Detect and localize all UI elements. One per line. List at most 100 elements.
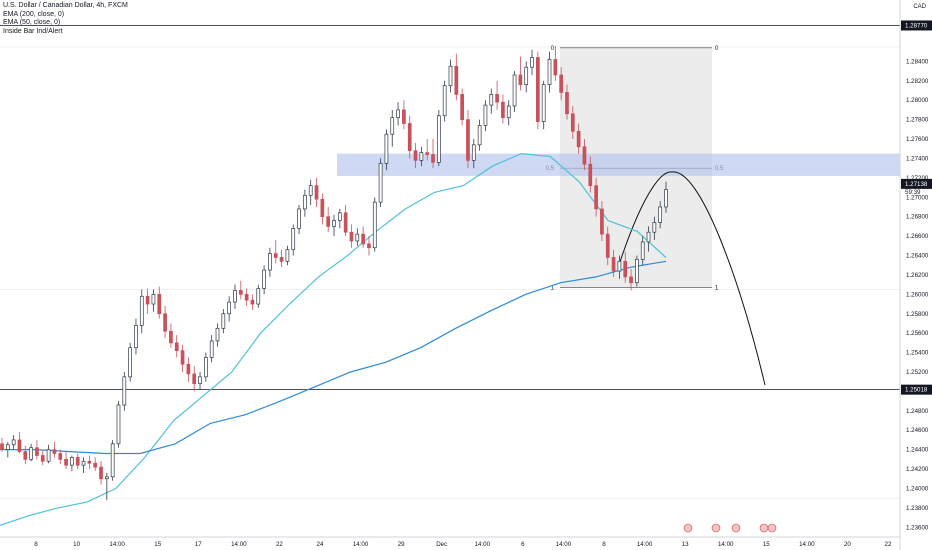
price-tick-2: 1.28000 bbox=[906, 97, 929, 104]
candle-97 bbox=[565, 84, 569, 120]
price-tick-22: 1.23800 bbox=[906, 505, 929, 512]
candle-body-45 bbox=[262, 269, 266, 289]
price-tick-5: 1.27400 bbox=[906, 155, 929, 162]
candle-body-111 bbox=[646, 231, 651, 243]
candle-1 bbox=[5, 441, 10, 458]
candle-body-33 bbox=[192, 373, 197, 384]
candle-66 bbox=[384, 129, 389, 171]
price-label-bg-2 bbox=[901, 384, 932, 395]
candle-body-22 bbox=[128, 347, 132, 378]
candle-body-42 bbox=[244, 293, 249, 301]
candle-body-75 bbox=[436, 115, 441, 163]
candle-body-53 bbox=[308, 185, 313, 196]
price-tick-11: 1.26200 bbox=[906, 272, 929, 279]
ema50-legend[interactable]: EMA (50, close, 0) bbox=[3, 19, 61, 26]
candle-body-3 bbox=[17, 439, 22, 452]
candle-body-18 bbox=[104, 476, 109, 480]
candle-75 bbox=[436, 109, 441, 167]
candle-body-92 bbox=[536, 57, 540, 122]
candle-39 bbox=[227, 296, 232, 322]
candle-45 bbox=[262, 265, 266, 295]
candle-92 bbox=[536, 51, 540, 130]
candle-109 bbox=[635, 255, 639, 287]
candle-body-39 bbox=[227, 301, 232, 315]
candle-body-107 bbox=[623, 260, 628, 278]
price-tick-7: 1.27000 bbox=[906, 194, 929, 201]
candle-body-12 bbox=[70, 457, 74, 466]
ema200-legend[interactable]: EMA (200, close, 0) bbox=[3, 10, 65, 18]
candle-body-67 bbox=[390, 117, 395, 135]
candle-body-69 bbox=[402, 109, 406, 124]
candle-body-68 bbox=[396, 109, 400, 119]
candle-77 bbox=[448, 59, 453, 93]
candle-body-24 bbox=[139, 295, 144, 326]
candle-body-6 bbox=[35, 447, 39, 456]
candle-body-26 bbox=[151, 293, 156, 305]
time-tick-6: 22 bbox=[276, 541, 283, 548]
candle-108 bbox=[629, 269, 633, 291]
candle-9 bbox=[52, 441, 57, 458]
candle-body-78 bbox=[454, 65, 459, 95]
time-tick-0: 8 bbox=[34, 541, 38, 548]
price-label-bg-0 bbox=[901, 20, 932, 31]
candle-49 bbox=[285, 245, 290, 266]
drawings-layer[interactable]: 000.50.511 bbox=[0, 25, 900, 391]
candle-body-98 bbox=[570, 113, 575, 132]
candle-7 bbox=[40, 449, 45, 466]
candle-body-87 bbox=[506, 105, 511, 119]
candle-body-64 bbox=[372, 201, 377, 249]
candle-114 bbox=[664, 181, 668, 213]
candles-layer[interactable] bbox=[0, 45, 668, 501]
event-flag-icon-0 bbox=[683, 523, 693, 533]
candle-106 bbox=[617, 255, 622, 279]
candle-80 bbox=[466, 109, 470, 169]
price-tick-16: 1.25200 bbox=[906, 369, 929, 376]
candle-89 bbox=[518, 56, 523, 91]
candle-53 bbox=[308, 179, 313, 206]
candle-68 bbox=[396, 102, 400, 126]
price-tick-6: 1.27200 bbox=[906, 175, 929, 182]
candle-33 bbox=[192, 366, 197, 392]
candle-100 bbox=[582, 139, 587, 171]
candle-body-59 bbox=[343, 212, 348, 233]
candle-body-29 bbox=[169, 330, 173, 344]
candle-body-44 bbox=[256, 288, 261, 305]
candle-17 bbox=[99, 461, 103, 485]
candle-body-60 bbox=[349, 231, 354, 242]
candle-34 bbox=[198, 371, 202, 390]
symbol-title[interactable]: U.S. Dollar / Canadian Dollar, 4h, FXCM bbox=[3, 2, 128, 9]
candle-58 bbox=[337, 208, 342, 229]
candle-5 bbox=[29, 443, 33, 462]
candle-body-73 bbox=[425, 152, 430, 155]
candle-76 bbox=[442, 80, 447, 122]
candle-46 bbox=[268, 247, 272, 277]
price-label-1: 1.27138 bbox=[905, 181, 928, 188]
candle-16 bbox=[93, 457, 98, 471]
price-tick-4: 1.27600 bbox=[906, 136, 929, 143]
economic-events[interactable] bbox=[683, 523, 777, 533]
candle-93 bbox=[541, 80, 546, 130]
candle-6 bbox=[35, 439, 39, 460]
candle-body-21 bbox=[122, 376, 127, 406]
time-axis[interactable]: 8 10 14:00 15 17 14:00 22 24 14:00 29 Dec 14:00 6 14:… bbox=[0, 536, 900, 548]
price-axis[interactable]: 1.28400 1.28200 1.28000 1.27800 1.27600 1.274… bbox=[899, 0, 932, 550]
candle-40 bbox=[233, 284, 237, 309]
candle-99 bbox=[576, 123, 581, 154]
candle-body-9 bbox=[52, 449, 57, 454]
candle-102 bbox=[594, 177, 598, 217]
candle-23 bbox=[134, 318, 138, 355]
candle-73 bbox=[425, 139, 430, 161]
candle-63 bbox=[367, 236, 371, 256]
inside-bar-legend[interactable]: Inside Bar Ind/Alert bbox=[3, 27, 63, 35]
candle-112 bbox=[652, 216, 657, 240]
time-tick-17: 14:00 bbox=[718, 541, 734, 548]
candle-84 bbox=[489, 88, 494, 114]
price-label-2: 1.25018 bbox=[905, 387, 928, 394]
candle-60 bbox=[349, 224, 354, 248]
time-tick-21: 22 bbox=[885, 541, 892, 548]
candle-28 bbox=[163, 305, 167, 339]
candle-body-31 bbox=[180, 350, 185, 365]
candle-body-74 bbox=[431, 154, 435, 163]
candle-74 bbox=[431, 139, 435, 169]
